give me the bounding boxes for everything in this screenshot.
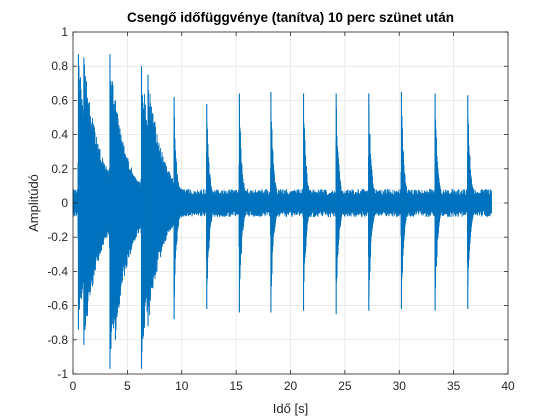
chart-title: Csengő időfüggvénye (tanítva) 10 perc sz… bbox=[127, 10, 454, 25]
y-tick-label: 1 bbox=[61, 25, 68, 39]
y-tick-label: -0.4 bbox=[47, 264, 68, 278]
y-tick-label: 0 bbox=[61, 196, 68, 210]
x-axis-title: Idő [s] bbox=[273, 401, 308, 416]
y-tick-label: 0.2 bbox=[51, 162, 68, 176]
x-tick-label: 25 bbox=[338, 379, 352, 393]
y-tick-label: -0.6 bbox=[47, 299, 68, 313]
y-tick-label: -0.2 bbox=[47, 230, 68, 244]
x-tick-label: 10 bbox=[175, 379, 189, 393]
x-tick-label: 5 bbox=[124, 379, 131, 393]
x-tick-label: 35 bbox=[447, 379, 461, 393]
y-tick-label: 0.4 bbox=[51, 128, 68, 142]
x-tick-label: 0 bbox=[70, 379, 77, 393]
y-tick-label: -0.8 bbox=[47, 333, 68, 347]
y-tick-label: 0.8 bbox=[51, 59, 68, 73]
x-tick-label: 15 bbox=[229, 379, 243, 393]
x-tick-label: 40 bbox=[501, 379, 515, 393]
x-tick-label: 20 bbox=[284, 379, 298, 393]
x-tick-label: 30 bbox=[393, 379, 407, 393]
y-axis-title: Amplitúdó bbox=[26, 174, 41, 232]
y-tick-label: -1 bbox=[57, 367, 68, 381]
y-tick-label: 0.6 bbox=[51, 93, 68, 107]
